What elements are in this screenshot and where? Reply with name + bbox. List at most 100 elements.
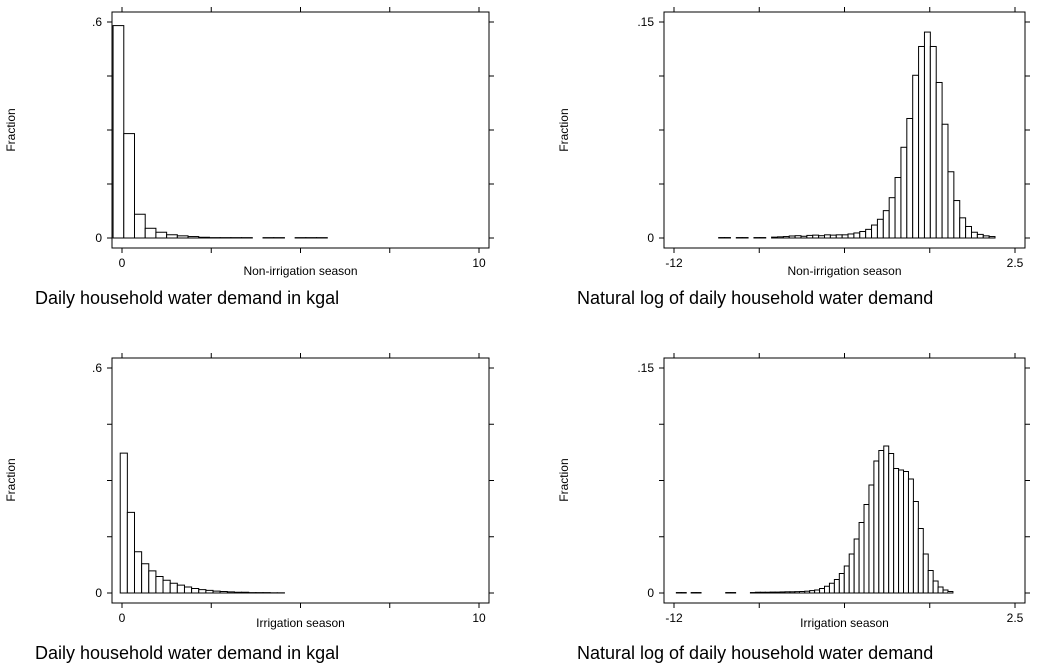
histogram-bar [959,217,967,239]
y-tick-label: .15 [637,361,654,375]
histogram-bar [183,586,193,594]
histogram-bar [233,591,243,594]
histogram-bar [824,234,831,239]
histogram-bar [198,589,207,594]
plot-frame [663,11,1026,249]
chart-panel-4: 0 .15 -12 2.5 Fraction Irrigation season Natur… [557,353,1030,663]
histogram-bar [932,580,939,594]
histogram-bar [782,236,790,239]
histogram-bar [918,45,925,239]
histogram-bar [759,591,766,594]
histogram-bar [155,576,164,594]
histogram-bar [148,570,157,594]
histogram-bar [906,117,914,239]
x-axis-label: Irrigation season [800,616,889,630]
histogram-bar [847,233,855,239]
histogram-bar [923,31,931,239]
histogram-bar [922,553,929,594]
y-axis-title: Fraction [4,108,18,151]
histogram-bar [970,231,978,239]
x-tick-label: -12 [665,256,683,270]
histogram-bar [858,522,865,594]
histogram-bar [927,570,934,594]
histogram-bar [806,234,814,239]
histogram-bar [818,235,826,239]
histogram-bar [929,45,937,239]
x-tick-label: 2.5 [1007,611,1024,625]
y-axis-title: Fraction [557,108,571,151]
chart-panel-1: 0 .6 0 10 Fraction Non-irrigation season Daily… [4,7,494,308]
histogram-bar [835,234,843,239]
histogram-bar [126,511,135,594]
histogram-bar [123,133,135,239]
histogram-bar [848,553,855,594]
x-axis-label: Irrigation season [256,616,345,630]
histogram-bar [809,590,816,594]
plot-frame [111,11,490,249]
histogram-bar [119,452,128,594]
histogram-bar [843,565,850,594]
histogram-bar [771,236,778,239]
histogram-bar [166,234,178,239]
chart-caption: Daily household water demand in kgal [35,288,339,308]
x-tick-label: 10 [472,611,486,625]
histogram-bar [133,551,143,594]
histogram-bar [853,232,861,239]
chart-caption: Natural log of daily household water dem… [577,288,933,308]
histogram-bar [112,25,125,239]
x-axis-label: Non-irrigation season [787,264,901,278]
histogram-bar [219,591,228,594]
histogram-bar [814,589,821,594]
histogram-bar [907,478,914,594]
histogram-bar [191,588,200,594]
histogram-bar [212,590,221,594]
histogram-bar [912,74,920,239]
histogram-bar [912,501,919,594]
histogram-bar [187,236,200,239]
histogram-bar [799,591,806,594]
histogram-bar [794,591,801,594]
histogram-bar [882,210,890,239]
histogram-bar [812,234,820,239]
histogram-bar [853,538,860,594]
histogram-bar [917,528,924,594]
histogram-bar [754,591,761,594]
histogram-bar [144,227,157,239]
y-tick-label: 0 [647,231,654,245]
histogram-bar [824,585,830,594]
histogram-bar [941,123,949,239]
x-axis-label: Non-irrigation season [243,264,357,278]
histogram-bar [205,589,214,594]
histogram-bar [162,579,171,594]
histogram-bar [903,471,909,594]
histogram-bar [888,453,895,594]
histogram-bar [779,591,786,594]
histogram-bar [976,233,984,239]
histogram-bar [198,236,210,239]
histogram-bar [953,200,961,239]
histogram-bar [764,591,771,594]
histogram-bar [838,573,845,594]
histogram-bar [988,236,996,239]
histogram-bar [774,591,781,594]
histogram-bar [937,586,944,594]
histogram-bar [226,591,235,594]
histogram-bar [898,469,905,594]
histogram-bar [876,218,884,239]
histogram-bar [133,213,146,239]
histogram-bar [829,234,837,239]
histogram-bar [828,582,835,594]
x-tick-label: 0 [119,611,126,625]
histogram-bar [141,563,150,594]
histogram-bar [893,468,900,594]
y-tick-label: .6 [92,15,102,29]
y-axis-title: Fraction [557,458,571,501]
histogram-bar [833,579,840,594]
histogram-bar [873,460,880,594]
histogram-bar [800,235,808,239]
histogram-bar [947,171,955,239]
histogram-bar [947,591,954,594]
histogram-bar [878,450,885,594]
histogram-bar [868,484,875,594]
